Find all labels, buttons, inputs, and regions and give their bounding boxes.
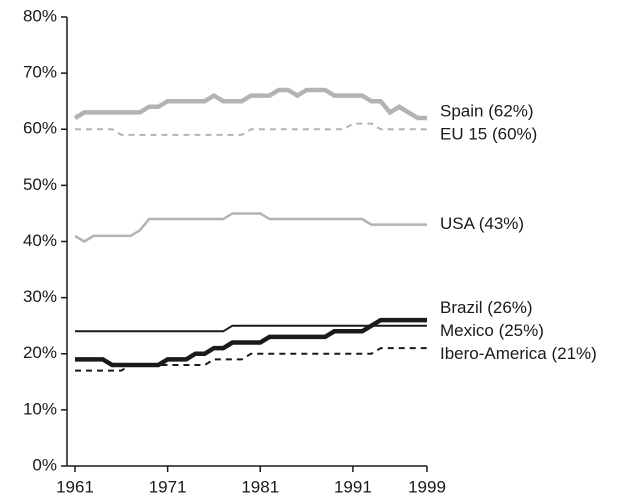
- x-tick-label: 1981: [241, 477, 279, 496]
- series-line: [75, 317, 427, 368]
- x-tick-label: 1991: [334, 477, 372, 496]
- series-label: EU 15 (60%): [440, 125, 537, 144]
- series-line: [73, 87, 427, 121]
- x-tick-label: 1961: [56, 477, 94, 496]
- series-line: [75, 347, 427, 372]
- series-line: [75, 324, 427, 333]
- series-label: USA (43%): [440, 214, 524, 233]
- y-tick-label: 60%: [23, 119, 57, 138]
- series-label: Mexico (25%): [440, 321, 544, 340]
- series-label: Spain (62%): [440, 102, 534, 121]
- y-tick-label: 80%: [23, 6, 57, 25]
- y-tick-label: 30%: [23, 287, 57, 306]
- y-tick-label: 10%: [23, 399, 57, 418]
- series-line: [75, 122, 427, 136]
- series-line: [74, 212, 427, 243]
- y-tick-label: 70%: [23, 63, 57, 82]
- x-tick-label: 1999: [408, 477, 446, 496]
- series-label: Brazil (26%): [440, 298, 533, 317]
- y-tick-label: 20%: [23, 343, 57, 362]
- y-tick-label: 40%: [23, 231, 57, 250]
- y-tick-label: 50%: [23, 175, 57, 194]
- series-label: Ibero-America (21%): [440, 344, 597, 363]
- y-tick-label: 0%: [32, 455, 57, 474]
- x-tick-label: 1971: [149, 477, 187, 496]
